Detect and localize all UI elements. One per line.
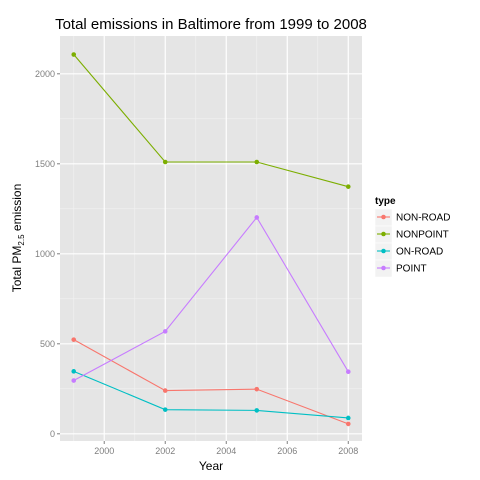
legend-key-point (381, 248, 386, 254)
y-axis-title-prefix: Total PM (10, 246, 24, 293)
data-point-point (345, 369, 351, 375)
series-line-nonpoint (73, 54, 349, 188)
data-point-non-road (254, 386, 260, 392)
legend: type NON-ROAD NONPOINT ON-ROAD POINT (374, 196, 450, 278)
data-point-non-road (71, 337, 77, 342)
legend-key-point (381, 231, 386, 237)
y-tick-label: 500 (40, 339, 55, 349)
x-axis-ticks: 2000 2002 2004 2006 2008 (94, 441, 358, 456)
x-tick-label: 2008 (338, 446, 358, 456)
y-axis-title-suffix: emission (10, 184, 24, 235)
plot-panel (60, 36, 362, 441)
x-axis-title: Year (199, 459, 223, 473)
legend-label-nonpoint: NONPOINT (396, 230, 449, 241)
x-tick-label: 2000 (94, 446, 114, 456)
legend-label-non-road: NON-ROAD (396, 213, 450, 224)
data-point-point (162, 329, 168, 334)
data-point-on-road (254, 408, 260, 413)
legend-label-point: POINT (396, 264, 427, 275)
legend-item-point: POINT (374, 259, 427, 278)
data-point-nonpoint (254, 159, 260, 165)
data-point-non-road (345, 421, 351, 427)
data-point-nonpoint (162, 159, 168, 165)
x-tick-label: 2006 (277, 446, 297, 456)
data-point-point (71, 378, 77, 383)
x-tick-label: 2002 (155, 446, 175, 456)
legend-key-point (381, 265, 386, 271)
x-tick-label: 2004 (216, 446, 236, 456)
data-point-on-road (345, 415, 351, 421)
data-point-non-road (162, 388, 168, 393)
legend-label-on-road: ON-ROAD (396, 247, 443, 258)
y-tick-label: 1000 (35, 249, 55, 259)
series-line-point (73, 216, 349, 382)
series-nonpoint (71, 52, 351, 189)
data-point-point (254, 215, 260, 220)
data-point-on-road (162, 407, 168, 412)
y-axis-title-subscript: 2.5 (17, 234, 26, 246)
series-non-road (71, 337, 351, 427)
data-point-nonpoint (345, 184, 351, 189)
series-line-non-road (73, 339, 349, 425)
series-layer (71, 52, 351, 427)
y-tick-label: 2000 (35, 69, 55, 79)
series-on-road (71, 369, 351, 421)
legend-item-nonpoint: NONPOINT (374, 225, 449, 244)
y-axis-ticks: 0 500 1000 1500 2000 (35, 69, 60, 439)
legend-title: type (375, 196, 396, 207)
legend-key-point (381, 214, 386, 220)
data-point-on-road (71, 369, 77, 374)
y-axis-title: Total PM2.5 emission (10, 184, 26, 293)
chart-title: Total emissions in Baltimore from 1999 t… (55, 16, 367, 33)
series-line-on-road (73, 370, 349, 419)
series-point (71, 215, 351, 383)
legend-item-non-road: NON-ROAD (374, 208, 450, 227)
legend-item-on-road: ON-ROAD (374, 242, 443, 261)
y-tick-label: 0 (50, 429, 55, 439)
y-tick-label: 1500 (35, 159, 55, 169)
data-point-nonpoint (71, 52, 77, 57)
